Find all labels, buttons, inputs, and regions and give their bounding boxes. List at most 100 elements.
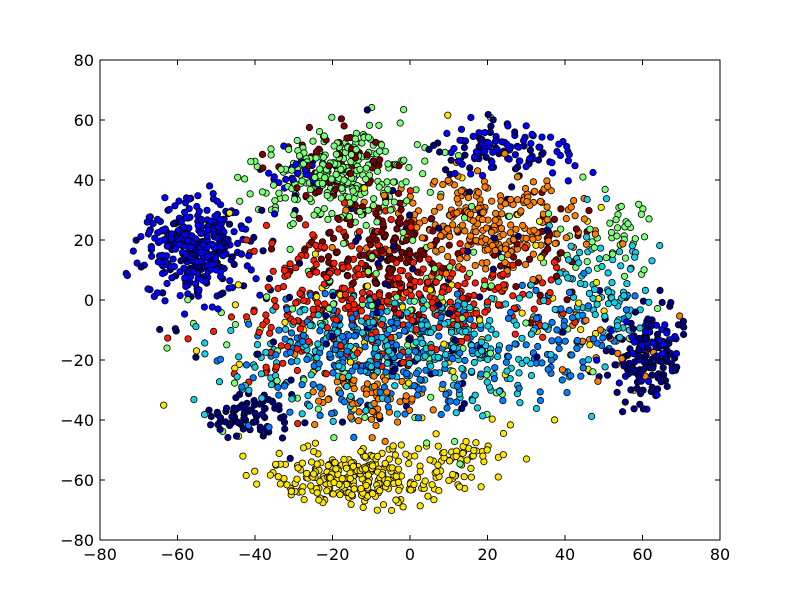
scatter-point xyxy=(483,446,491,454)
scatter-point xyxy=(637,210,646,218)
scatter-point xyxy=(579,173,587,181)
scatter-point xyxy=(444,176,452,185)
scatter-point xyxy=(198,216,206,224)
scatter-point xyxy=(381,437,389,445)
scatter-point xyxy=(557,305,565,313)
scatter-point xyxy=(469,248,478,256)
scatter-point xyxy=(450,145,458,153)
scatter-point xyxy=(226,209,234,217)
scatter-point xyxy=(413,474,422,482)
scatter-point xyxy=(288,329,296,337)
scatter-point xyxy=(517,207,525,215)
scatter-point xyxy=(301,306,309,314)
scatter-point xyxy=(410,297,418,305)
scatter-point xyxy=(409,199,417,207)
scatter-point xyxy=(182,251,190,259)
scatter-point xyxy=(445,476,453,484)
scatter-point xyxy=(300,495,308,504)
scatter-point xyxy=(501,300,510,308)
scatter-point xyxy=(577,372,585,380)
scatter-point xyxy=(403,309,411,317)
scatter-point xyxy=(311,173,319,182)
scatter-point xyxy=(596,326,605,334)
scatter-point xyxy=(350,433,358,441)
scatter-point xyxy=(416,502,424,510)
scatter-point xyxy=(360,251,368,259)
scatter-point xyxy=(368,407,376,416)
scatter-point xyxy=(635,346,643,354)
scatter-point xyxy=(432,278,440,286)
scatter-point xyxy=(479,412,487,420)
scatter-point xyxy=(350,485,358,493)
scatter-point xyxy=(206,182,214,190)
scatter-point xyxy=(534,156,543,164)
scatter-point xyxy=(455,483,464,491)
scatter-point xyxy=(156,237,165,245)
scatter-point xyxy=(506,195,515,204)
scatter-point xyxy=(314,311,322,319)
scatter-point xyxy=(358,329,367,337)
scatter-point xyxy=(223,341,231,349)
scatter-point xyxy=(450,344,458,352)
scatter-point xyxy=(504,251,512,259)
scatter-point xyxy=(440,448,448,457)
scatter-point xyxy=(215,378,224,386)
scatter-point xyxy=(324,395,332,404)
scatter-point xyxy=(293,136,301,145)
scatter-point xyxy=(636,400,644,408)
scatter-point xyxy=(389,243,398,251)
scatter-point xyxy=(435,301,443,309)
scatter-point xyxy=(482,224,491,232)
scatter-point xyxy=(361,413,369,421)
scatter-point xyxy=(577,325,585,334)
scatter-point xyxy=(491,137,500,145)
scatter-point xyxy=(216,414,225,422)
scatter-point xyxy=(231,320,239,329)
x-tick-label: 60 xyxy=(632,545,652,564)
scatter-point xyxy=(413,141,421,149)
scatter-point xyxy=(384,185,392,193)
scatter-point xyxy=(368,490,377,498)
scatter-point xyxy=(263,293,271,301)
scatter-point xyxy=(163,344,171,352)
scatter-point xyxy=(328,409,336,418)
scatter-point xyxy=(375,291,384,299)
scatter-point xyxy=(348,314,356,322)
scatter-point xyxy=(274,383,282,391)
scatter-point xyxy=(302,221,310,229)
scatter-point xyxy=(497,224,506,232)
scatter-point xyxy=(390,305,398,313)
scatter-point xyxy=(225,220,234,228)
scatter-point xyxy=(397,441,405,449)
scatter-point xyxy=(511,165,520,173)
scatter-point xyxy=(272,363,280,371)
scatter-point xyxy=(280,142,288,150)
scatter-point xyxy=(618,408,627,416)
scatter-point xyxy=(476,293,484,301)
scatter-point xyxy=(234,239,242,247)
scatter-point xyxy=(240,415,248,423)
scatter-point xyxy=(474,189,483,197)
scatter-point xyxy=(565,288,574,296)
scatter-point xyxy=(521,184,530,193)
scatter-point xyxy=(393,410,401,418)
scatter-point xyxy=(604,300,613,308)
scatter-point xyxy=(483,259,491,267)
scatter-point xyxy=(181,231,189,239)
scatter-point xyxy=(289,175,297,184)
scatter-point xyxy=(207,421,215,429)
scatter-point xyxy=(564,157,572,165)
scatter-point xyxy=(584,302,592,310)
scatter-point xyxy=(389,442,397,450)
scatter-point xyxy=(452,409,460,417)
scatter-point xyxy=(460,372,468,380)
scatter-point xyxy=(573,336,581,345)
scatter-point xyxy=(163,279,171,288)
scatter-point xyxy=(184,296,192,304)
scatter-point xyxy=(607,228,616,237)
scatter-point xyxy=(386,206,395,214)
scatter-point xyxy=(203,206,211,214)
scatter-point xyxy=(367,363,375,371)
scatter-point xyxy=(467,464,475,472)
scatter-point xyxy=(591,311,599,319)
